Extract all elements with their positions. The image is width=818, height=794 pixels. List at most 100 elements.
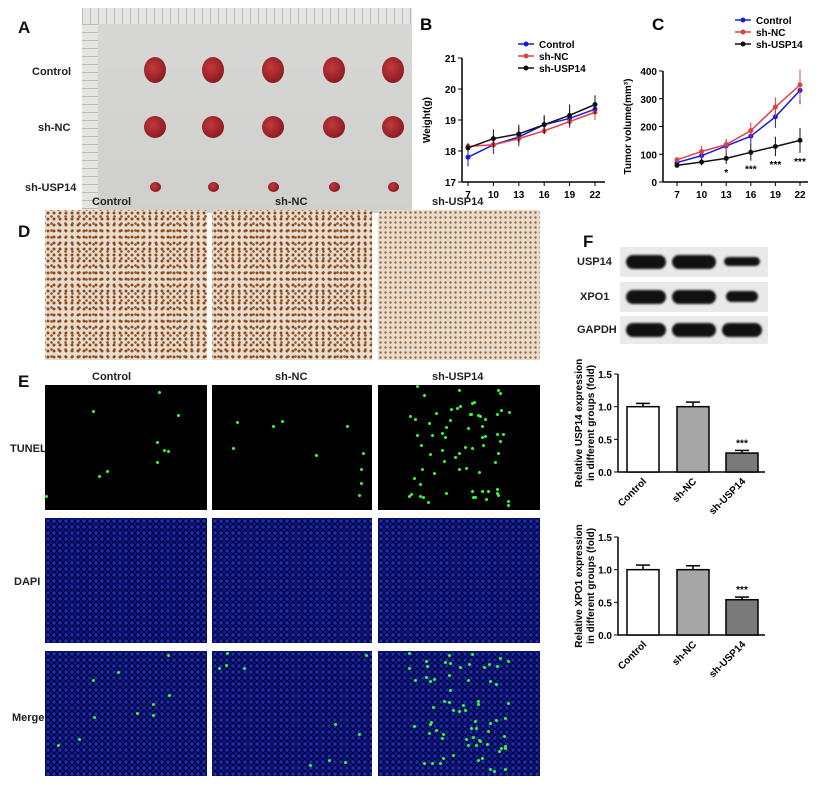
y-tick-label: 0.5	[598, 598, 612, 609]
y-tick-label: 400	[640, 67, 657, 78]
y-tick-label: 0.5	[598, 435, 612, 446]
data-point	[748, 149, 754, 155]
panel-label-c: C	[652, 15, 664, 34]
tumor	[382, 57, 404, 83]
col-label-sh-nc: sh-NC	[275, 196, 308, 208]
tumor	[328, 182, 340, 192]
data-point	[465, 145, 471, 151]
data-point	[567, 112, 573, 118]
tumor	[267, 182, 279, 192]
dapi-image-control	[45, 518, 207, 643]
col-label-sh-usp14: sh-USP14	[432, 196, 484, 208]
legend-label: sh-NC	[756, 28, 785, 39]
ihc-image-control	[45, 210, 207, 360]
x-tick-label: 13	[721, 190, 733, 201]
tumor	[323, 116, 345, 138]
blot-label-usp14: USP14	[577, 256, 612, 268]
tumor	[262, 57, 284, 83]
legend-label: sh-USP14	[756, 40, 803, 51]
dapi-image-sh-usp14	[378, 518, 540, 643]
significance-marker: *	[724, 168, 728, 179]
x-tick-label: 19	[564, 190, 576, 201]
ruler	[82, 8, 412, 24]
y-tick-label: 0.0	[598, 468, 612, 479]
x-tick-label: 22	[794, 190, 806, 201]
data-point	[541, 122, 547, 128]
tumor	[144, 116, 166, 138]
western-blot-gapdh	[620, 316, 768, 344]
series-line-sh-USP14	[676, 139, 801, 167]
tunel-image-control	[45, 385, 207, 510]
data-point	[772, 104, 778, 110]
bar-sh-USP14	[725, 452, 759, 473]
legend-marker	[523, 53, 529, 59]
y-axis-label: Weight(g)	[422, 97, 433, 143]
merge-image-sh-nc	[212, 651, 372, 776]
tunel-image-sh-nc	[212, 385, 372, 510]
blot-label-xpo1: XPO1	[580, 291, 610, 303]
row-label-sh-usp14: sh-USP14	[25, 182, 77, 194]
y-tick-label: 300	[640, 95, 657, 106]
legend-label: sh-USP14	[539, 64, 586, 75]
tumor	[323, 57, 345, 83]
series-line-Control	[467, 108, 596, 158]
y-tick-label: 200	[640, 123, 657, 134]
significance-marker: ***	[736, 585, 748, 596]
panel-label-b: B	[420, 15, 432, 34]
y-tick-label: 0.0	[598, 631, 612, 642]
data-point	[699, 148, 705, 154]
y-tick-label: 1.5	[598, 370, 612, 381]
data-point	[592, 102, 598, 107]
data-point	[723, 155, 729, 161]
tunel-image-sh-usp14	[378, 385, 540, 510]
panel-label-f: F	[583, 232, 594, 251]
y-tick-label: 1.0	[598, 403, 612, 414]
bar-Control	[626, 405, 660, 473]
significance-marker: ***	[736, 438, 748, 449]
y-tick-label: 1.5	[598, 533, 612, 544]
tumor	[149, 182, 161, 192]
y-axis-label: Tumor volume(mm³)	[623, 79, 634, 175]
row-label-merge: Merge	[12, 712, 45, 724]
series-line-Control	[676, 89, 801, 164]
data-point	[674, 162, 680, 168]
x-tick-label: 22	[589, 190, 601, 201]
data-point	[516, 131, 522, 137]
x-tick-label: 7	[674, 190, 680, 201]
bar-sh-NC	[676, 405, 710, 473]
merge-image-control	[45, 651, 207, 776]
western-blot-xpo1	[620, 282, 768, 312]
y-tick-label: 20	[445, 85, 457, 96]
tumor	[202, 57, 224, 83]
legend-label: Control	[539, 40, 575, 51]
legend-label: Control	[756, 16, 792, 27]
western-blot-usp14	[620, 247, 768, 277]
data-point	[674, 157, 680, 163]
y-axis-label: Relative USP14 expression	[574, 359, 585, 487]
merge-image-sh-usp14	[378, 651, 540, 776]
ihc-image-sh-usp14	[378, 210, 540, 360]
significance-marker: ***	[770, 160, 782, 171]
panel-label-e: E	[18, 372, 30, 391]
x-tick-label: Control	[616, 476, 649, 509]
data-point	[797, 137, 803, 143]
x-tick-label: sh-USP14	[707, 476, 748, 517]
dapi-image-sh-nc	[212, 518, 372, 643]
y-tick-label: 100	[640, 150, 657, 161]
tumor-photo	[82, 8, 412, 213]
legend-marker	[740, 17, 746, 23]
panel-label-d: D	[18, 222, 31, 241]
data-point	[797, 82, 803, 88]
series-line-sh-NC	[676, 84, 801, 161]
ihc-image-sh-nc	[212, 210, 372, 360]
data-point	[465, 154, 471, 160]
y-axis-label: in different groups (fold)	[586, 365, 597, 481]
legend-label: sh-NC	[539, 52, 568, 63]
data-point	[723, 142, 729, 148]
ruler	[82, 24, 98, 213]
blot-label-gapdh: GAPDH	[577, 324, 617, 336]
row-label-tunel: TUNEL	[10, 443, 47, 455]
x-tick-label: 10	[488, 190, 500, 201]
